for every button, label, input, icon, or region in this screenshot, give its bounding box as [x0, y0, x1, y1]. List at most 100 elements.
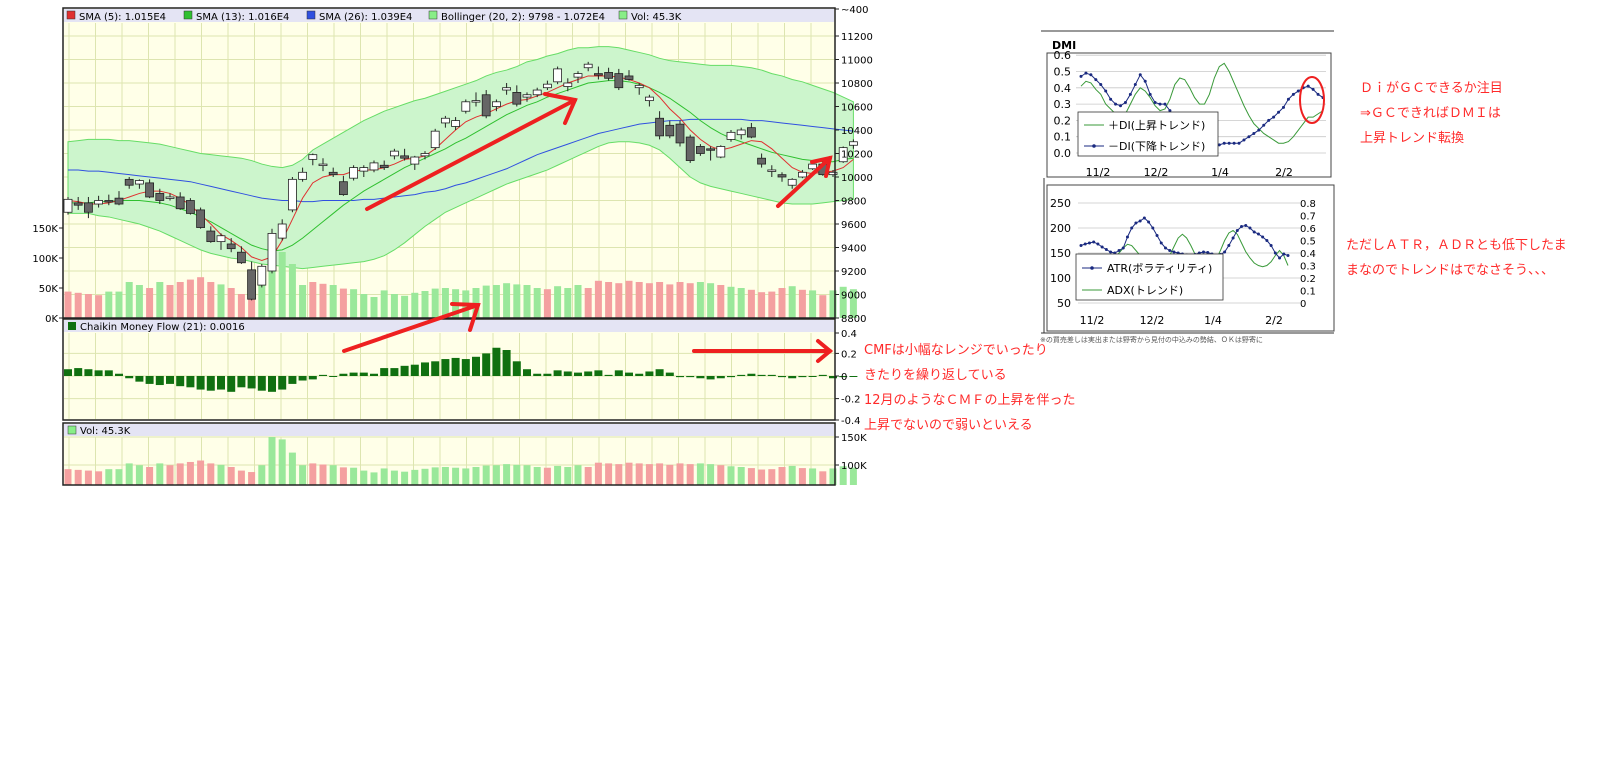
dmi-x-tick-label: 12/2 — [1144, 166, 1169, 179]
cmf-bar — [849, 376, 858, 377]
cmf-bar — [84, 369, 93, 376]
minus-di-marker — [1114, 102, 1118, 106]
volume-bar — [737, 288, 745, 318]
volume-bar — [197, 460, 205, 485]
atr-y-tick-label: 150 — [1050, 247, 1071, 260]
cmf-bar — [696, 376, 705, 379]
volume-bar — [625, 280, 633, 318]
sma26-line — [68, 118, 854, 203]
minus-di-marker — [1138, 73, 1142, 77]
trend-arrows — [342, 92, 834, 363]
candle-body — [175, 196, 185, 210]
volume-bar — [350, 467, 358, 485]
cmf-legend-bar — [64, 320, 834, 332]
volume-bar — [768, 291, 776, 318]
volume-bar — [513, 284, 521, 318]
adx-y-tick-label: 0.8 — [1300, 199, 1316, 210]
price-tick-label: 9200 — [841, 267, 866, 278]
candle-body — [359, 167, 369, 172]
cmf-axis: 0.4 0.2 0 -0.2 -0.4 — [835, 329, 861, 427]
volume-bar — [543, 467, 551, 485]
cmf-tick-label: 0.2 — [841, 349, 857, 360]
volume-bar — [237, 294, 245, 318]
atr-marker — [1248, 226, 1252, 230]
volume-bar — [227, 467, 235, 485]
volume-bar — [350, 289, 358, 318]
cmf-bar — [676, 376, 684, 378]
candle-body — [604, 72, 613, 79]
adx-y-tick-label: 0.6 — [1300, 224, 1316, 235]
volume-bar — [462, 468, 470, 485]
minus-di-marker — [1079, 74, 1083, 78]
candle-body — [165, 196, 175, 199]
candle-body — [257, 265, 267, 286]
candle-body — [645, 96, 654, 102]
dmi-legend-minus-label: －DI(下降トレンド) — [1108, 139, 1205, 153]
dmi-legend-box — [1077, 111, 1219, 157]
volume-bar — [676, 463, 684, 485]
dmi-y-tick-label: 0.5 — [1054, 66, 1072, 79]
atr-marker — [1265, 239, 1269, 242]
minus-di-marker — [1232, 141, 1236, 145]
volume-bar — [605, 463, 613, 485]
candle-body — [777, 174, 787, 178]
volume-bar — [747, 289, 755, 318]
dmi-y-tick-label: 0.1 — [1054, 131, 1072, 144]
volume-bar — [809, 290, 817, 318]
atr-legend-atr-label: ATR(ボラティリティ) — [1107, 262, 1212, 275]
volume-tick-label: 0K — [45, 314, 58, 325]
dmi-y-tick-label: 0.4 — [1054, 82, 1072, 95]
cmf-bar — [278, 376, 287, 390]
legend-label: SMA (26): 1.039E4 — [319, 12, 412, 23]
cmf-bar — [502, 350, 511, 376]
atr-legend-adx-label: ADX(トレンド) — [1107, 284, 1183, 297]
volume-bar — [319, 283, 327, 318]
cmf-bar — [64, 369, 72, 376]
volume-bar — [105, 291, 113, 318]
volume-bar — [360, 470, 368, 485]
volume-bar — [146, 467, 154, 485]
atr-legend-atr-dot — [1090, 266, 1094, 270]
legend-label: SMA (5): 1.015E4 — [79, 12, 166, 23]
cmf-bar — [727, 376, 735, 378]
cmf-bar — [288, 376, 297, 384]
volume-bar — [829, 468, 837, 485]
minus-di-marker — [1316, 92, 1320, 96]
volume-bar — [666, 284, 674, 318]
volume-bar — [778, 288, 786, 318]
dmi-x-tick-label: 1/4 — [1211, 166, 1229, 179]
cmf-bar — [492, 347, 501, 376]
dmi-legend-minus-dot — [1092, 144, 1096, 148]
atr-marker — [1117, 249, 1121, 252]
volume-bar — [370, 297, 378, 318]
volume-bar — [696, 463, 704, 485]
candle-body — [400, 155, 410, 159]
volume-bar — [390, 294, 398, 318]
dmi-annotation: ＤｉがＧＣできるか注目 ⇒ＧＣできればＤＭＩは 上昇トレンド転換 — [1360, 76, 1503, 151]
volume-bar — [849, 467, 857, 485]
dmi-y-tick-label: 0.3 — [1054, 98, 1072, 111]
cmf-bar — [645, 371, 654, 376]
volume-bar — [666, 464, 674, 485]
volume-bar — [207, 282, 215, 318]
price-tick-label: 9800 — [841, 197, 866, 208]
volume-bar — [115, 291, 123, 318]
minus-di-marker — [1237, 141, 1241, 145]
minus-di-marker — [1296, 89, 1300, 93]
atr-marker — [1273, 251, 1277, 255]
minus-di-marker — [1222, 141, 1226, 145]
volume-bar — [186, 279, 194, 318]
minus-di-marker — [1227, 141, 1231, 145]
volume-bar — [125, 463, 133, 485]
cmf-bar — [247, 376, 256, 389]
cmf-bar — [829, 376, 837, 379]
candle-body — [471, 100, 481, 103]
minus-di-marker — [1094, 78, 1098, 82]
candle-body — [440, 117, 450, 124]
cmf-bar — [686, 376, 695, 378]
volume-bar — [401, 295, 409, 318]
cmf-bar — [390, 368, 399, 376]
atr-marker — [1223, 250, 1227, 254]
volume-bar — [84, 294, 92, 318]
volume-bar — [615, 283, 623, 318]
